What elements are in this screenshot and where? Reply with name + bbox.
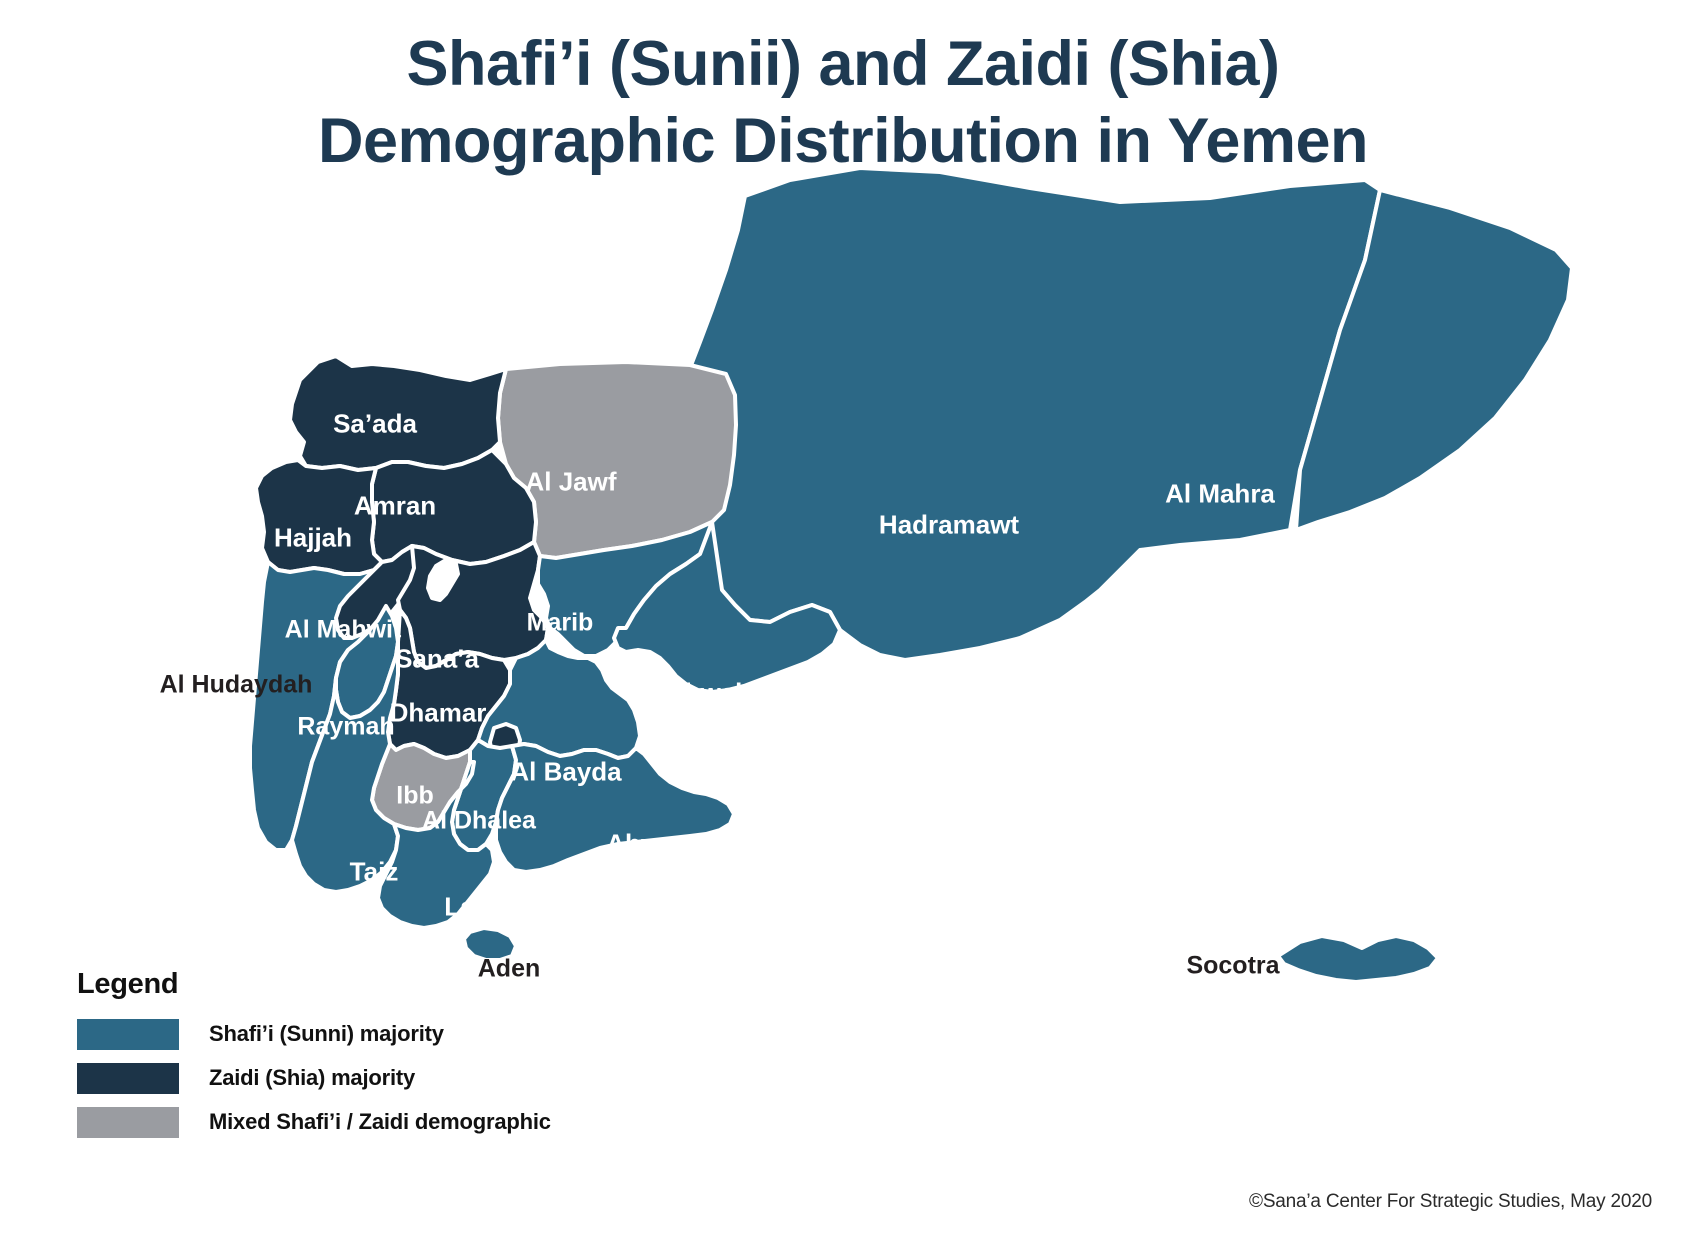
gov-shape-hadramawt[interactable] (634, 166, 1382, 662)
title-line-2: Demographic Distribution in Yemen (317, 105, 1369, 176)
gov-shape-aden[interactable] (462, 926, 518, 962)
gov-shape-hajjah[interactable] (254, 458, 384, 576)
map-svg (248, 166, 1574, 984)
legend-swatch-zaidi (77, 1062, 179, 1094)
legend-label-sunni: Shafi’i (Sunni) majority (209, 1021, 444, 1046)
gov-shape-sanaa-city-enclave[interactable] (426, 558, 460, 602)
legend-item-mixed: Mixed Shafi’i / Zaidi demographic (77, 1103, 697, 1141)
gov-shape-saada[interactable] (288, 354, 508, 472)
legend-label-zaidi: Zaidi (Shia) majority (209, 1065, 416, 1090)
legend-item-sunni: Shafi’i (Sunni) majority (77, 1015, 697, 1053)
legend-heading: Legend (77, 968, 179, 1000)
page-title: Shafi’i (Sunii) and Zaidi (Shia) Demogra… (0, 26, 1686, 180)
legend-item-zaidi: Zaidi (Shia) majority (77, 1059, 697, 1097)
gov-shape-abyan[interactable] (494, 742, 736, 874)
title-line-1: Shafi’i (Sunii) and Zaidi (Shia) (406, 29, 1280, 99)
gov-shape-lahj[interactable] (376, 760, 496, 930)
gov-shape-socotra[interactable] (1276, 934, 1440, 984)
gov-shape-shabwah[interactable] (612, 520, 842, 694)
legend-label-mixed: Mixed Shafi’i / Zaidi demographic (209, 1109, 551, 1134)
gov-shape-taiz[interactable] (290, 640, 400, 894)
legend-swatch-mixed (77, 1106, 179, 1138)
gov-shape-al-mahra[interactable] (1294, 188, 1574, 532)
legend-swatch-sunni (77, 1018, 179, 1050)
copyright-credit: ©Sana’a Center For Strategic Studies, Ma… (1249, 1191, 1652, 1212)
legend: Legend Shafi’i (Sunni) majority Zaidi (S… (77, 968, 697, 1147)
yemen-map: Sa’ada Al Jawf Amran Hajjah Al Mahwit Ma… (0, 150, 1686, 1020)
